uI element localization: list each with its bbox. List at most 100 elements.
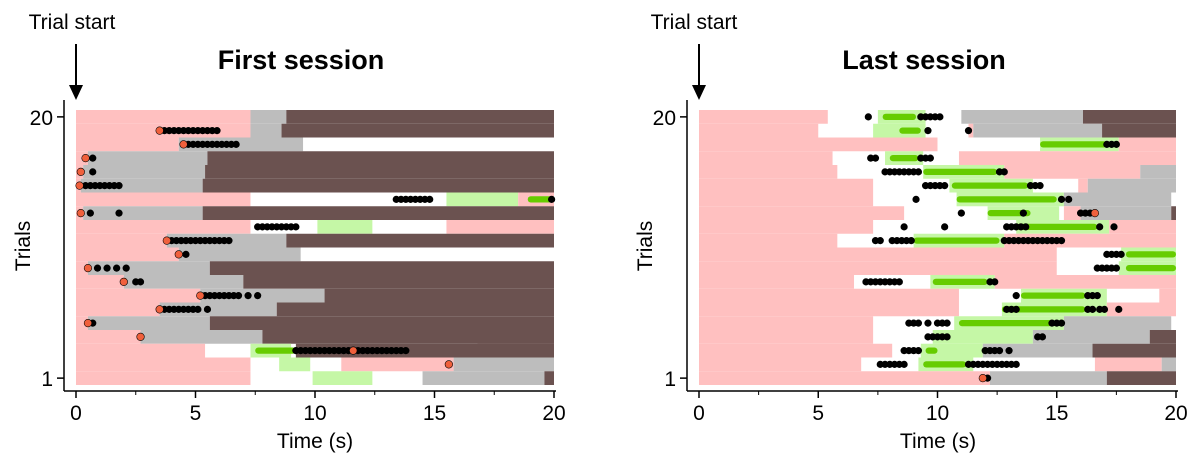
segment-pink	[699, 137, 938, 152]
segment-green	[1020, 292, 1086, 299]
black-dot	[1012, 360, 1020, 368]
black-dot	[900, 360, 908, 368]
x-tick-label: 10	[303, 402, 326, 425]
segment-gray	[1032, 330, 1150, 344]
segment-pink	[76, 220, 251, 234]
segment-green	[1125, 251, 1176, 258]
x-axis: 0 5 10 15 20	[687, 390, 1188, 425]
segment-pink	[76, 330, 141, 344]
red-dot	[179, 140, 188, 149]
segment-pink	[76, 316, 88, 330]
segment-light_green	[312, 371, 373, 385]
segment-gray	[1063, 192, 1172, 207]
black-dot	[991, 278, 999, 286]
segment-pink	[1159, 288, 1176, 303]
segment-pink	[446, 220, 554, 234]
segment-gray	[80, 178, 203, 193]
black-dot	[213, 127, 221, 135]
segment-pink	[76, 302, 160, 317]
x-tick-label: 5	[812, 402, 824, 425]
black-dot	[115, 209, 123, 217]
red-dot	[76, 167, 85, 176]
segment-pink	[76, 288, 201, 303]
segment-green	[932, 278, 988, 285]
segment-pink	[1109, 220, 1176, 234]
black-dot	[548, 195, 556, 203]
segment-gray	[87, 316, 210, 330]
black-dot	[232, 140, 240, 148]
segment-pink	[699, 357, 862, 372]
segment-brown	[209, 261, 554, 275]
black-dot	[1019, 209, 1027, 217]
segment-brown	[544, 371, 554, 385]
segment-gray	[178, 247, 301, 262]
segment-green	[1016, 223, 1098, 230]
segment-green	[987, 210, 1031, 217]
red-dot	[83, 319, 93, 328]
segment-brown	[477, 343, 554, 358]
black-dot	[1057, 319, 1066, 327]
black-dot	[1012, 292, 1020, 300]
segment-pink	[76, 247, 179, 262]
black-dot	[941, 182, 949, 190]
segment-brown	[202, 206, 555, 220]
black-dot	[1036, 182, 1044, 190]
segment-pink	[341, 357, 454, 372]
segment-pink	[1118, 137, 1176, 152]
black-dot	[876, 237, 884, 245]
black-dot	[941, 223, 949, 231]
segment-brown	[243, 275, 555, 289]
red-dot	[978, 374, 987, 383]
red-dot	[196, 291, 205, 300]
segment-pink	[76, 371, 251, 385]
red-dot	[1090, 209, 1100, 218]
segment-pink	[1078, 178, 1088, 193]
black-dot	[900, 223, 908, 231]
x-tick-label: 10	[926, 402, 949, 425]
black-dot	[1110, 223, 1118, 231]
segment-gray	[123, 275, 244, 289]
segment-brown	[1171, 206, 1176, 220]
black-dot	[914, 168, 923, 176]
segment-brown	[281, 123, 554, 138]
segment-pink	[699, 275, 855, 289]
segment-light_green	[920, 343, 983, 358]
segment-light_green	[446, 192, 519, 207]
y-tick-label: 1	[664, 368, 676, 391]
segment-green	[1001, 306, 1086, 313]
segment-pink	[76, 137, 179, 152]
segment-pink	[76, 357, 251, 372]
segment-gray	[1080, 206, 1172, 220]
x-tick-label: 20	[542, 402, 565, 425]
segment-gray	[1161, 357, 1176, 372]
segment-green	[951, 182, 1029, 189]
black-dot	[924, 127, 932, 135]
segment-pink	[699, 316, 874, 330]
segment-pink	[1094, 357, 1162, 372]
black-dot	[1038, 333, 1047, 341]
x-tick-label: 15	[423, 402, 446, 425]
segment-brown	[202, 178, 555, 193]
black-dot	[203, 305, 212, 313]
black-dot	[1096, 223, 1104, 231]
segment-brown	[207, 151, 554, 165]
segment-brown	[205, 165, 554, 179]
black-dot	[964, 127, 973, 135]
segment-gray	[250, 123, 282, 138]
segment-pink	[76, 233, 167, 248]
segment-pink	[699, 151, 833, 165]
segment-pink	[699, 247, 1057, 262]
segment-gray	[1140, 165, 1176, 179]
black-dot	[1112, 140, 1120, 148]
segment-brown	[324, 288, 554, 303]
y-tick-label: 20	[30, 107, 53, 130]
y-axis: 1 20	[30, 100, 65, 391]
black-dot	[254, 292, 262, 300]
red-dot	[174, 250, 183, 259]
black-dot	[1012, 305, 1020, 313]
segment-green	[956, 196, 1057, 203]
segment-pink	[699, 165, 838, 179]
black-dot	[995, 347, 1004, 355]
segment-gray	[83, 206, 203, 220]
red-dot	[76, 209, 85, 218]
